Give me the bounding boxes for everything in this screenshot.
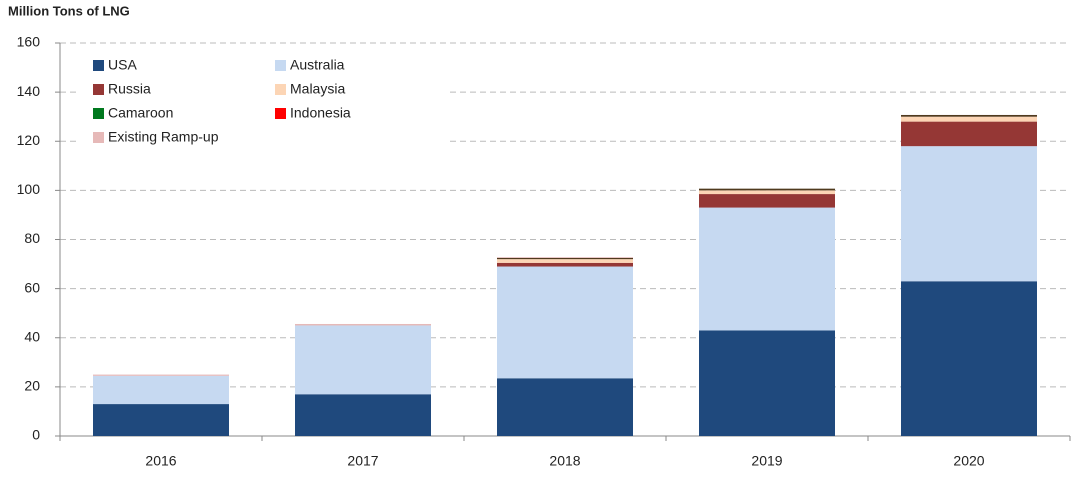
bar-segment <box>295 394 431 436</box>
bar-segment <box>901 114 1037 117</box>
bar-segment <box>699 188 835 191</box>
legend-label: Indonesia <box>290 105 351 121</box>
x-tick-label: 2019 <box>751 453 782 469</box>
y-tick-label: 0 <box>32 427 40 443</box>
x-tick-label: 2017 <box>347 453 378 469</box>
bar-segment <box>699 207 835 331</box>
bar-segment <box>93 404 229 436</box>
legend-label: Russia <box>108 81 151 97</box>
bar-segment <box>497 257 633 260</box>
y-tick-label: 20 <box>24 378 40 394</box>
legend-label: USA <box>108 57 137 73</box>
axis-title: Million Tons of LNG <box>8 3 130 18</box>
legend-label: Existing Ramp-up <box>108 129 219 145</box>
x-tick-label: 2020 <box>953 453 984 469</box>
bar-segment <box>699 190 835 195</box>
y-tick-label: 160 <box>17 34 41 50</box>
legend-box <box>80 52 450 154</box>
x-tick-label: 2016 <box>145 453 176 469</box>
legend-swatch <box>93 132 104 143</box>
y-tick-label: 80 <box>24 230 40 246</box>
y-tick-label: 120 <box>17 132 41 148</box>
bar-segment <box>497 378 633 436</box>
bar-segment <box>93 374 229 376</box>
legend-label: Australia <box>290 57 345 73</box>
bar-segment <box>295 325 431 395</box>
bar-segment <box>699 330 835 436</box>
bar-segment <box>497 262 633 267</box>
y-tick-label: 140 <box>17 83 41 99</box>
bar-segment <box>901 116 1037 122</box>
bar-segment <box>497 259 633 263</box>
legend-swatch <box>93 84 104 95</box>
y-tick-label: 100 <box>17 181 41 197</box>
bar-segment <box>901 146 1037 282</box>
y-tick-label: 40 <box>24 328 40 344</box>
bar-segment <box>295 323 431 326</box>
bar-segment <box>901 281 1037 436</box>
legend-label: Malaysia <box>290 81 345 97</box>
legend-swatch <box>93 108 104 119</box>
bar-segment <box>497 266 633 379</box>
legend-swatch <box>93 60 104 71</box>
legend-swatch <box>275 60 286 71</box>
bar-segment <box>93 375 229 405</box>
legend-swatch <box>275 108 286 119</box>
legend-swatch <box>275 84 286 95</box>
bar-segment <box>497 257 633 258</box>
y-tick-label: 60 <box>24 279 40 295</box>
x-tick-label: 2018 <box>549 453 580 469</box>
bar-segment <box>699 194 835 208</box>
legend-label: Camaroon <box>108 105 173 121</box>
bar-segment <box>901 121 1037 147</box>
